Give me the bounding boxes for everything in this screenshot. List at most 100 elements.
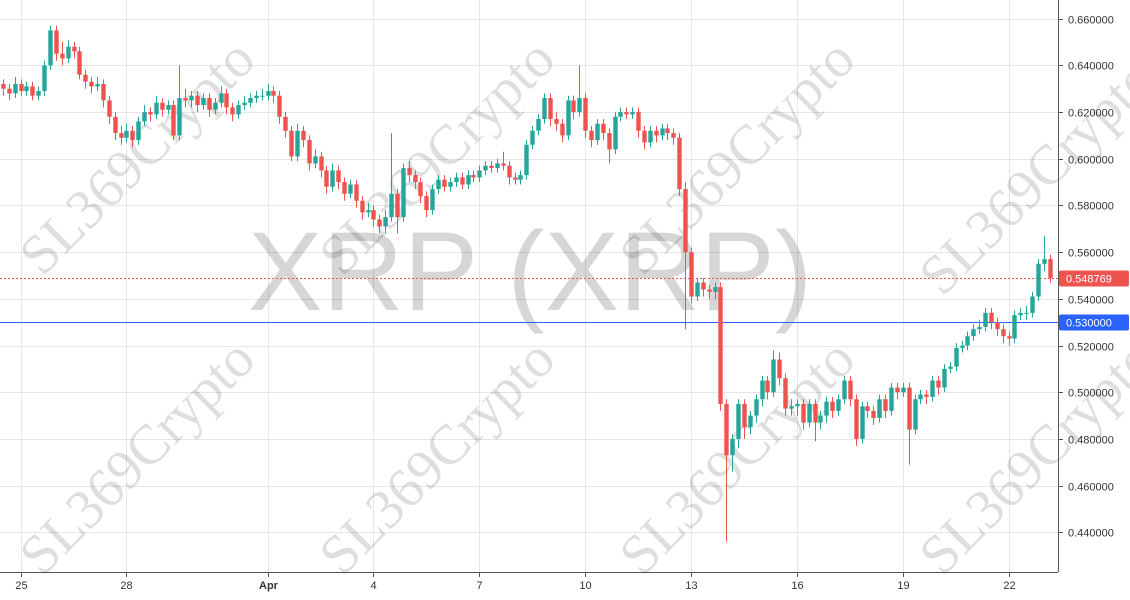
candle-body (48, 30, 53, 66)
candle-body (418, 182, 423, 197)
candle-body (136, 121, 141, 141)
candle-body (995, 322, 1000, 330)
candle-body (460, 177, 465, 185)
candle-body (430, 189, 435, 211)
candle-body (630, 112, 635, 115)
y-tick-label: 0.520000 (1068, 342, 1114, 354)
candle-body (24, 86, 29, 92)
candle-body (601, 123, 606, 134)
candle-body (554, 119, 559, 124)
candle-body (618, 112, 623, 117)
candle-body (636, 112, 641, 131)
candle-body (254, 95, 259, 99)
x-tick-label: 22 (1003, 580, 1015, 592)
candle-body (560, 123, 565, 136)
candle-body (60, 53, 65, 59)
candle-body (907, 387, 912, 430)
candle-body (283, 116, 288, 131)
y-tick-label: 0.640000 (1068, 61, 1114, 73)
candle-body (466, 175, 471, 185)
candle-body (154, 102, 159, 115)
candle-body (1042, 259, 1047, 264)
axes: 0.440000 0.460000 0.480000 0.500000 0.520000… (15, 15, 1129, 592)
candle-body (642, 130, 647, 143)
candle-body (607, 133, 612, 150)
candle-body (1048, 259, 1053, 278)
candle-body (442, 179, 447, 187)
candle-body (860, 406, 865, 439)
candle-body (183, 98, 188, 101)
candle-body (648, 130, 653, 143)
candle-body (542, 98, 547, 120)
price-label-box (1059, 270, 1129, 287)
candle-body (571, 100, 576, 113)
candle-body (1024, 312, 1029, 314)
x-tick-label: 4 (370, 580, 376, 592)
candle-body (818, 415, 823, 423)
candle-body (507, 165, 512, 178)
candle-body (701, 282, 706, 290)
candle-body (366, 210, 371, 213)
candle-body (901, 387, 906, 393)
candle-body (348, 184, 353, 194)
candles (1, 25, 1053, 542)
candle-body (707, 289, 712, 292)
candle-body (30, 86, 35, 96)
candle-body (954, 347, 959, 367)
candle-body (13, 84, 18, 94)
candle-body (895, 387, 900, 393)
candle-body (830, 401, 835, 411)
candle-body (319, 156, 324, 171)
candle-body (119, 133, 124, 138)
candle-body (501, 163, 506, 166)
candle-body (918, 394, 923, 400)
candle-body (342, 182, 347, 194)
candle-body (713, 287, 718, 292)
candle-body (448, 182, 453, 187)
candle-body (377, 219, 382, 227)
y-tick-label: 0.500000 (1068, 388, 1114, 400)
candle-body (495, 163, 500, 169)
candle-body (101, 84, 106, 101)
candle-body (524, 144, 529, 176)
candle-body (883, 399, 888, 411)
candle-body (665, 128, 670, 134)
candle-body (189, 95, 194, 101)
candle-body (354, 184, 359, 201)
candle-body (160, 102, 165, 110)
candle-body (748, 415, 753, 428)
candle-body (177, 98, 182, 136)
candle-body (513, 177, 518, 180)
candle-body (989, 312, 994, 323)
candle-body (395, 193, 400, 218)
candle-body (113, 116, 118, 134)
candle-body (171, 105, 176, 136)
candle-body (589, 130, 594, 141)
candle-body (54, 30, 59, 54)
candle-body (219, 93, 224, 103)
candle-body (783, 378, 788, 409)
candle-body (7, 88, 12, 94)
candle-body (383, 217, 388, 227)
candle-body (777, 359, 782, 379)
y-tick-label: 0.480000 (1068, 435, 1114, 447)
candle-body (613, 116, 618, 150)
candle-body (760, 380, 765, 400)
candle-body (424, 196, 429, 211)
candle-body (771, 359, 776, 393)
x-tick-label: 25 (15, 580, 27, 592)
candle-body (1001, 329, 1006, 337)
price-label: 0.548769 (1066, 274, 1112, 286)
candle-body (718, 287, 723, 404)
candle-body (36, 91, 41, 96)
candle-body (42, 65, 47, 92)
candle-body (289, 130, 294, 157)
x-tick-label: 10 (579, 580, 591, 592)
candle-body (307, 140, 312, 164)
candle-body (877, 399, 882, 418)
candle-body (677, 137, 682, 190)
candle-body (72, 46, 77, 52)
candle-body (260, 95, 265, 97)
candle-body (936, 380, 941, 388)
candle-body (683, 189, 688, 253)
